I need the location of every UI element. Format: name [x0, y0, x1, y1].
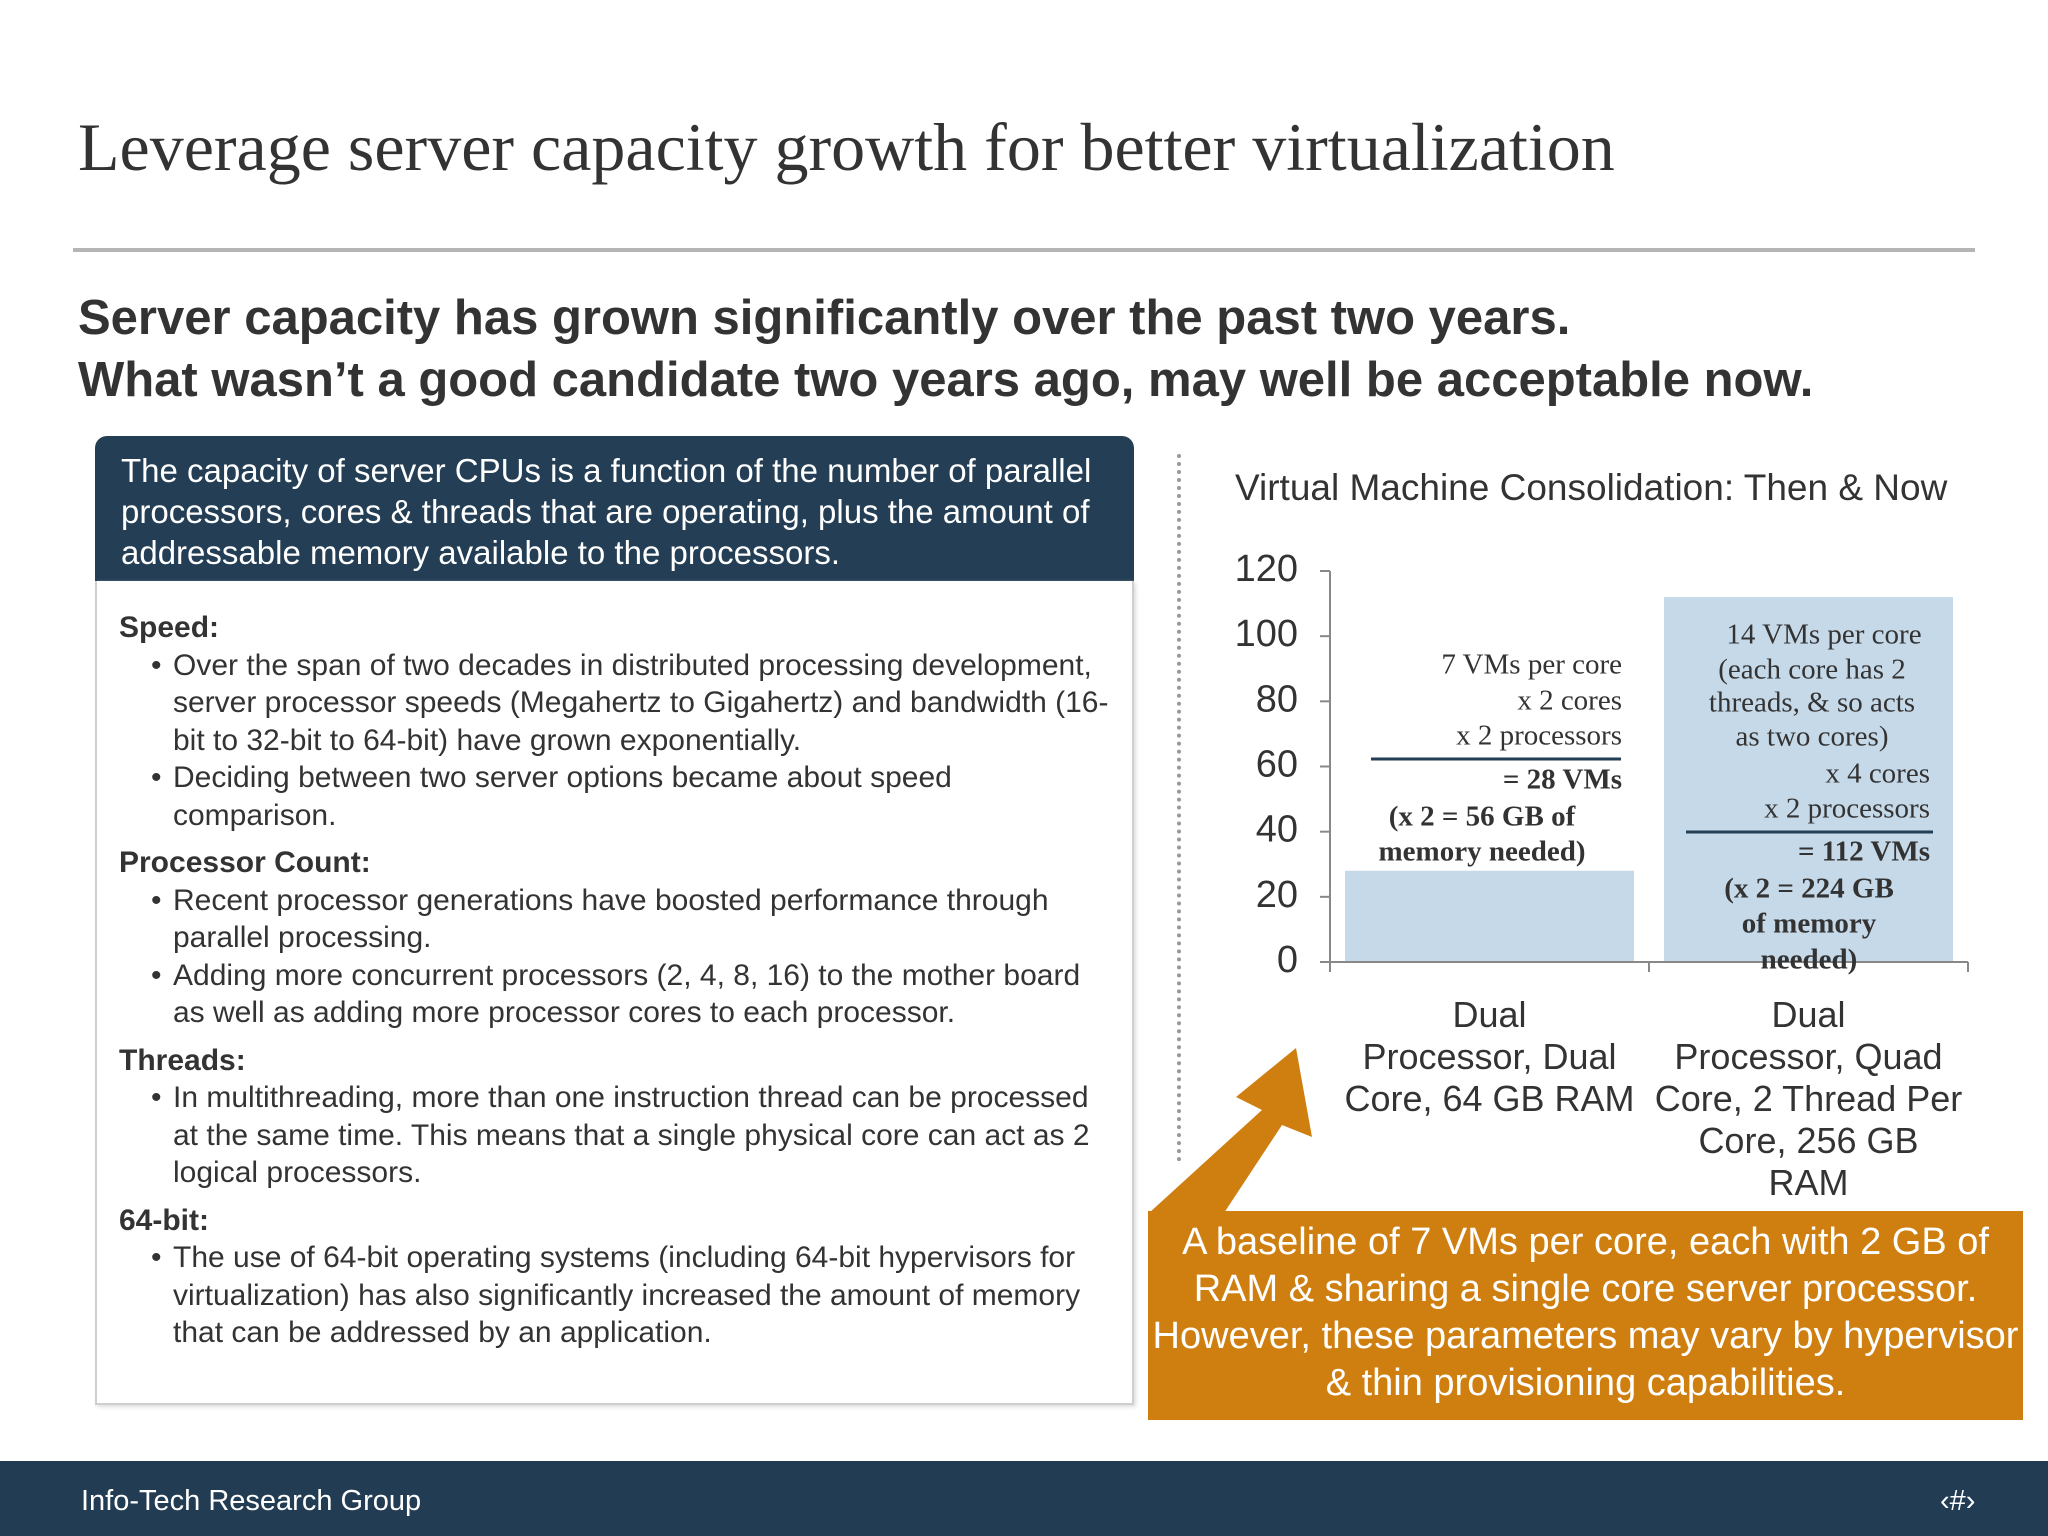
annotation: needed): [1761, 944, 1858, 976]
footer-bar: [0, 1461, 2048, 1536]
section: Threads:In multithreading, more than one…: [119, 1042, 1110, 1192]
y-tick-label: 60: [1256, 744, 1298, 786]
annotation: x 2 processors: [1456, 720, 1622, 752]
section-heading: Speed:: [119, 611, 220, 644]
annotation: (x 2 = 56 GB of: [1389, 801, 1576, 833]
chart-title: Virtual Machine Consolidation: Then & No…: [1235, 467, 1948, 508]
annotation: (x 2 = 224 GB: [1724, 873, 1894, 905]
annotation: threads, & so acts: [1709, 687, 1915, 719]
bullet: Adding more concurrent processors (2, 4,…: [135, 957, 1110, 1032]
callout-arrow: [1149, 1048, 1312, 1213]
page-number: ‹#›: [1940, 1485, 1976, 1517]
bullet: Deciding between two server options beca…: [135, 759, 1110, 834]
annotation: memory needed): [1379, 836, 1586, 868]
y-tick-label: 80: [1256, 678, 1298, 720]
bullet: Recent processor generations have booste…: [135, 882, 1110, 957]
subtitle-line: Server capacity has grown significantly …: [78, 291, 1571, 345]
y-tick-label: 100: [1235, 613, 1298, 655]
bullet: In multithreading, more than one instruc…: [135, 1079, 1110, 1192]
annotation: of memory: [1742, 908, 1877, 940]
y-tick-label: 20: [1256, 874, 1298, 916]
subtitle-line: What wasn’t a good candidate two years a…: [78, 353, 1814, 407]
annotation: x 4 cores: [1825, 758, 1930, 790]
annotation: as two cores): [1735, 721, 1888, 753]
annotation: x 2 cores: [1517, 685, 1622, 717]
info-box-header: The capacity of server CPUs is a functio…: [95, 436, 1134, 581]
bar: [1344, 870, 1635, 962]
x-tick-label: Dual Processor, Quad Core, 2 Thread Per …: [1654, 994, 1963, 1203]
annotation: = 112 VMs: [1798, 836, 1930, 868]
section-heading: 64-bit:: [119, 1203, 209, 1237]
annotation: (each core has 2: [1718, 654, 1906, 686]
slide-title: Leverage server capacity growth for bett…: [78, 109, 1615, 185]
bullet: Over the span of two decades in distribu…: [135, 647, 1110, 760]
annotation: x 2 processors: [1764, 793, 1930, 825]
title-rule: [73, 248, 1975, 252]
divider: [1177, 454, 1181, 1162]
info-box-body: Speed:Over the span of two decades in di…: [95, 581, 1134, 1405]
bullet: The use of 64-bit operating systems (inc…: [135, 1239, 1110, 1352]
y-tick-label: 120: [1235, 548, 1298, 590]
y-tick-label: 0: [1277, 939, 1298, 981]
annotation: 7 VMs per core: [1441, 649, 1622, 681]
section: 64-bit:The use of 64-bit operating syste…: [119, 1202, 1110, 1352]
callout: A baseline of 7 VMs per core, each with …: [1148, 1211, 2023, 1420]
x-tick-label: Dual Processor, Dual Core, 64 GB RAM: [1344, 994, 1635, 1119]
annotation: = 28 VMs: [1503, 764, 1622, 796]
section-heading: Threads:: [119, 1043, 246, 1077]
annotation: 14 VMs per core: [1726, 619, 1921, 651]
section: Speed:Over the span of two decades in di…: [119, 609, 1110, 834]
bar: [1663, 597, 1954, 962]
footer-org: Info-Tech Research Group: [81, 1485, 422, 1517]
section: Processor Count:Recent processor generat…: [119, 844, 1110, 1032]
section-heading: Processor Count:: [119, 846, 371, 879]
y-tick-label: 40: [1256, 809, 1298, 851]
